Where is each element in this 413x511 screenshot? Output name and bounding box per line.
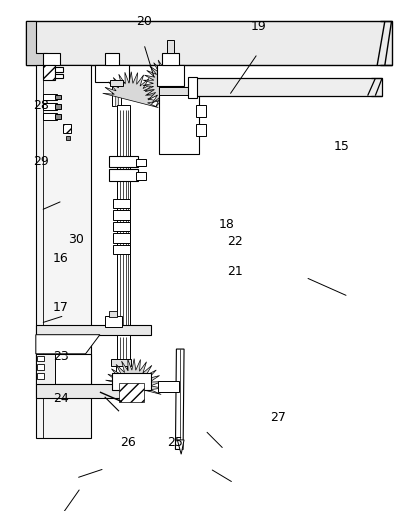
Text: 16: 16 — [52, 252, 68, 266]
Bar — [113, 222, 129, 231]
Bar — [161, 53, 179, 65]
Bar — [157, 65, 184, 86]
Bar — [113, 199, 129, 208]
Bar — [36, 354, 91, 384]
Polygon shape — [26, 21, 47, 65]
Bar — [43, 94, 57, 101]
Polygon shape — [142, 58, 169, 110]
Bar — [112, 373, 150, 390]
Bar — [55, 114, 61, 119]
Text: 17: 17 — [52, 301, 68, 314]
Bar — [55, 104, 61, 109]
Bar — [190, 78, 381, 96]
Polygon shape — [175, 349, 184, 450]
Bar — [136, 172, 145, 180]
Bar — [166, 40, 174, 53]
Text: 25: 25 — [167, 436, 183, 449]
Bar — [117, 335, 130, 361]
Bar — [117, 105, 130, 335]
Text: 18: 18 — [218, 218, 234, 231]
Text: 21: 21 — [226, 265, 242, 277]
Polygon shape — [177, 440, 184, 454]
Bar — [116, 366, 126, 376]
Text: 26: 26 — [120, 436, 135, 449]
Bar — [43, 65, 55, 80]
Bar — [37, 373, 44, 379]
Text: 20: 20 — [135, 15, 151, 29]
Bar — [159, 87, 199, 154]
Text: 27: 27 — [270, 411, 285, 424]
Bar — [104, 316, 121, 327]
Polygon shape — [102, 72, 159, 107]
Bar — [113, 211, 129, 220]
Bar — [36, 384, 131, 398]
Bar — [43, 103, 57, 110]
Bar — [159, 87, 199, 95]
Polygon shape — [105, 359, 161, 394]
Bar — [196, 124, 206, 136]
Bar — [109, 156, 138, 168]
Polygon shape — [26, 21, 391, 65]
Bar — [43, 53, 59, 65]
Bar — [104, 53, 119, 65]
Bar — [37, 364, 44, 370]
Bar — [62, 124, 71, 133]
Bar — [112, 82, 121, 106]
Bar — [36, 325, 150, 335]
Bar — [55, 95, 61, 100]
Text: 23: 23 — [52, 350, 68, 363]
Bar — [55, 74, 62, 78]
Bar — [113, 234, 129, 243]
Bar — [36, 65, 91, 438]
Text: 15: 15 — [333, 140, 349, 153]
Bar — [111, 359, 131, 366]
Bar — [110, 80, 123, 86]
Bar — [119, 383, 144, 402]
Bar — [43, 113, 57, 120]
Bar — [36, 354, 55, 384]
Text: 30: 30 — [68, 233, 84, 246]
Bar — [115, 82, 118, 106]
Bar — [136, 159, 145, 167]
Bar — [55, 67, 62, 72]
Text: 28: 28 — [33, 99, 49, 111]
Bar — [95, 65, 128, 82]
Bar — [113, 245, 129, 254]
Bar — [196, 105, 206, 117]
Bar — [66, 136, 70, 140]
Bar — [158, 381, 179, 392]
Text: 29: 29 — [33, 155, 48, 168]
Bar — [37, 356, 44, 361]
Bar — [109, 311, 117, 316]
Text: 24: 24 — [52, 392, 68, 405]
Bar — [188, 77, 197, 98]
Polygon shape — [36, 335, 100, 354]
Bar — [109, 169, 138, 181]
Text: 22: 22 — [226, 236, 242, 248]
Text: 19: 19 — [250, 20, 266, 33]
